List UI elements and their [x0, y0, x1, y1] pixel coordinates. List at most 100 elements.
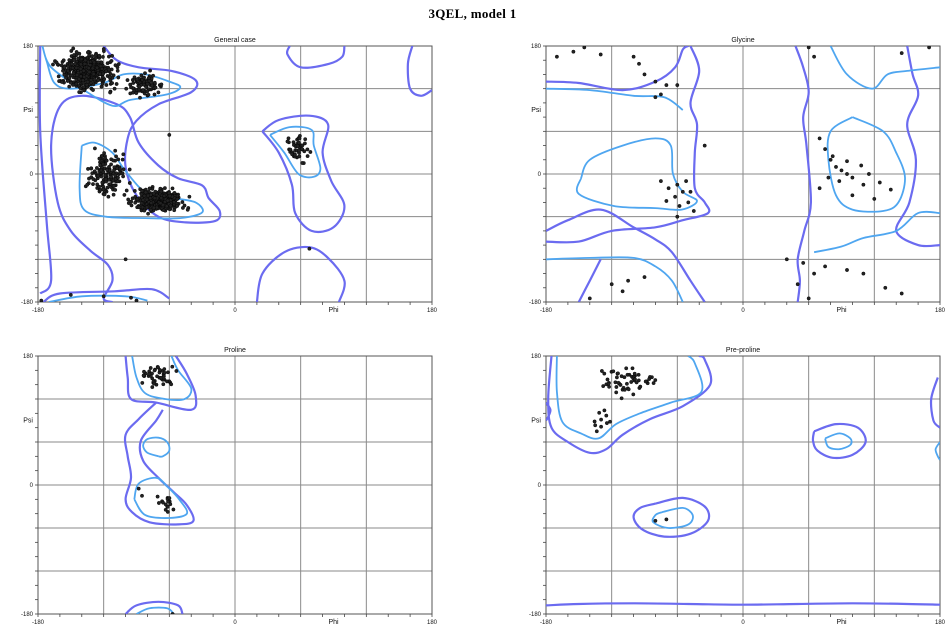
residue-point [92, 60, 97, 65]
residue-point [582, 46, 587, 50]
residue-point [619, 396, 624, 401]
residue-point [101, 47, 106, 51]
residue-point [142, 75, 147, 80]
residue-point [152, 368, 157, 373]
residue-point [116, 75, 121, 80]
allowed-region-contour [261, 114, 346, 234]
residue-point [300, 161, 305, 165]
residue-point [127, 167, 132, 172]
residue-point [630, 366, 635, 371]
residue-point [109, 162, 114, 167]
residue-point [806, 46, 811, 50]
residue-point [146, 92, 151, 97]
residue-point [73, 62, 78, 66]
residue-point [642, 72, 647, 77]
residue-point [112, 165, 117, 170]
data-points [555, 46, 931, 301]
favoured-region-contour [41, 46, 182, 107]
residue-point [161, 500, 165, 505]
residue-point [664, 199, 669, 203]
residue-point [631, 392, 636, 397]
residue-point [616, 371, 620, 376]
allowed-region-contour [546, 401, 552, 422]
contours [546, 356, 940, 607]
residue-point [653, 378, 658, 382]
residue-point [664, 517, 669, 522]
residue-point [147, 186, 152, 191]
residue-point [113, 148, 118, 153]
allowed-region-contour [123, 401, 195, 526]
residue-point [115, 65, 120, 70]
residue-point [62, 72, 67, 77]
panel-1: Glycine -180 0 180 180 0 -180 Phi Psi [529, 37, 945, 314]
residue-point [673, 194, 677, 199]
residue-point [142, 193, 147, 198]
allowed-region-contour [546, 602, 940, 607]
residue-point [169, 382, 174, 387]
residue-point [899, 291, 904, 296]
favoured-region-contour [546, 256, 684, 302]
residue-point [555, 54, 559, 59]
residue-point [77, 77, 81, 81]
residue-point [593, 423, 598, 428]
residue-point [605, 377, 610, 382]
residue-point [147, 79, 152, 83]
residue-point [599, 417, 603, 422]
residue-point [102, 192, 107, 197]
residue-point [129, 295, 133, 300]
residue-point [170, 364, 175, 369]
residue-point [82, 75, 87, 79]
residue-point [127, 181, 132, 185]
residue-point [653, 518, 658, 523]
residue-point [116, 157, 121, 162]
x-tick-label: -180 [540, 308, 553, 314]
residue-point [82, 61, 87, 66]
x-tick-label: 0 [233, 620, 237, 626]
residue-point [62, 65, 67, 70]
residue-point [620, 289, 625, 294]
residue-point [899, 51, 904, 55]
residue-point [96, 78, 101, 83]
residue-point [600, 369, 604, 373]
residue-point [39, 298, 44, 302]
residue-point [151, 73, 156, 78]
residue-point [631, 54, 636, 59]
favoured-region-contour [824, 432, 853, 451]
x-tick-label: 0 [741, 620, 745, 626]
residue-point [156, 501, 161, 505]
allowed-region-contour [577, 258, 602, 302]
residue-point [302, 141, 307, 146]
residue-point [125, 78, 130, 83]
residue-point [107, 75, 112, 80]
residue-point [801, 260, 806, 265]
residue-point [142, 369, 146, 374]
residue-point [629, 380, 634, 384]
x-tick-label: 180 [935, 308, 945, 314]
residue-point [164, 204, 169, 209]
residue-point [140, 380, 145, 385]
favoured-region-contour [813, 210, 940, 254]
residue-point [95, 65, 100, 70]
panel-title: Pre-proline [726, 347, 760, 354]
residue-point [77, 90, 82, 95]
y-tick-label: -180 [21, 300, 34, 306]
residue-point [141, 198, 145, 202]
y-tick-label: 180 [531, 44, 542, 50]
residue-point [158, 201, 163, 206]
y-tick-label: 0 [538, 483, 542, 489]
residue-point [626, 387, 631, 392]
x-tick-label: 180 [427, 308, 438, 314]
residue-point [297, 154, 302, 159]
residue-point [845, 172, 849, 176]
residue-point [69, 49, 74, 53]
residue-point [109, 59, 114, 63]
residue-point [142, 208, 147, 213]
residue-point [97, 156, 102, 161]
residue-point [65, 79, 70, 83]
y-tick-label: -180 [529, 300, 542, 306]
residue-point [92, 169, 97, 174]
residue-point [102, 151, 107, 156]
residue-point [116, 62, 121, 66]
residue-point [74, 81, 79, 86]
residue-point [625, 381, 629, 386]
